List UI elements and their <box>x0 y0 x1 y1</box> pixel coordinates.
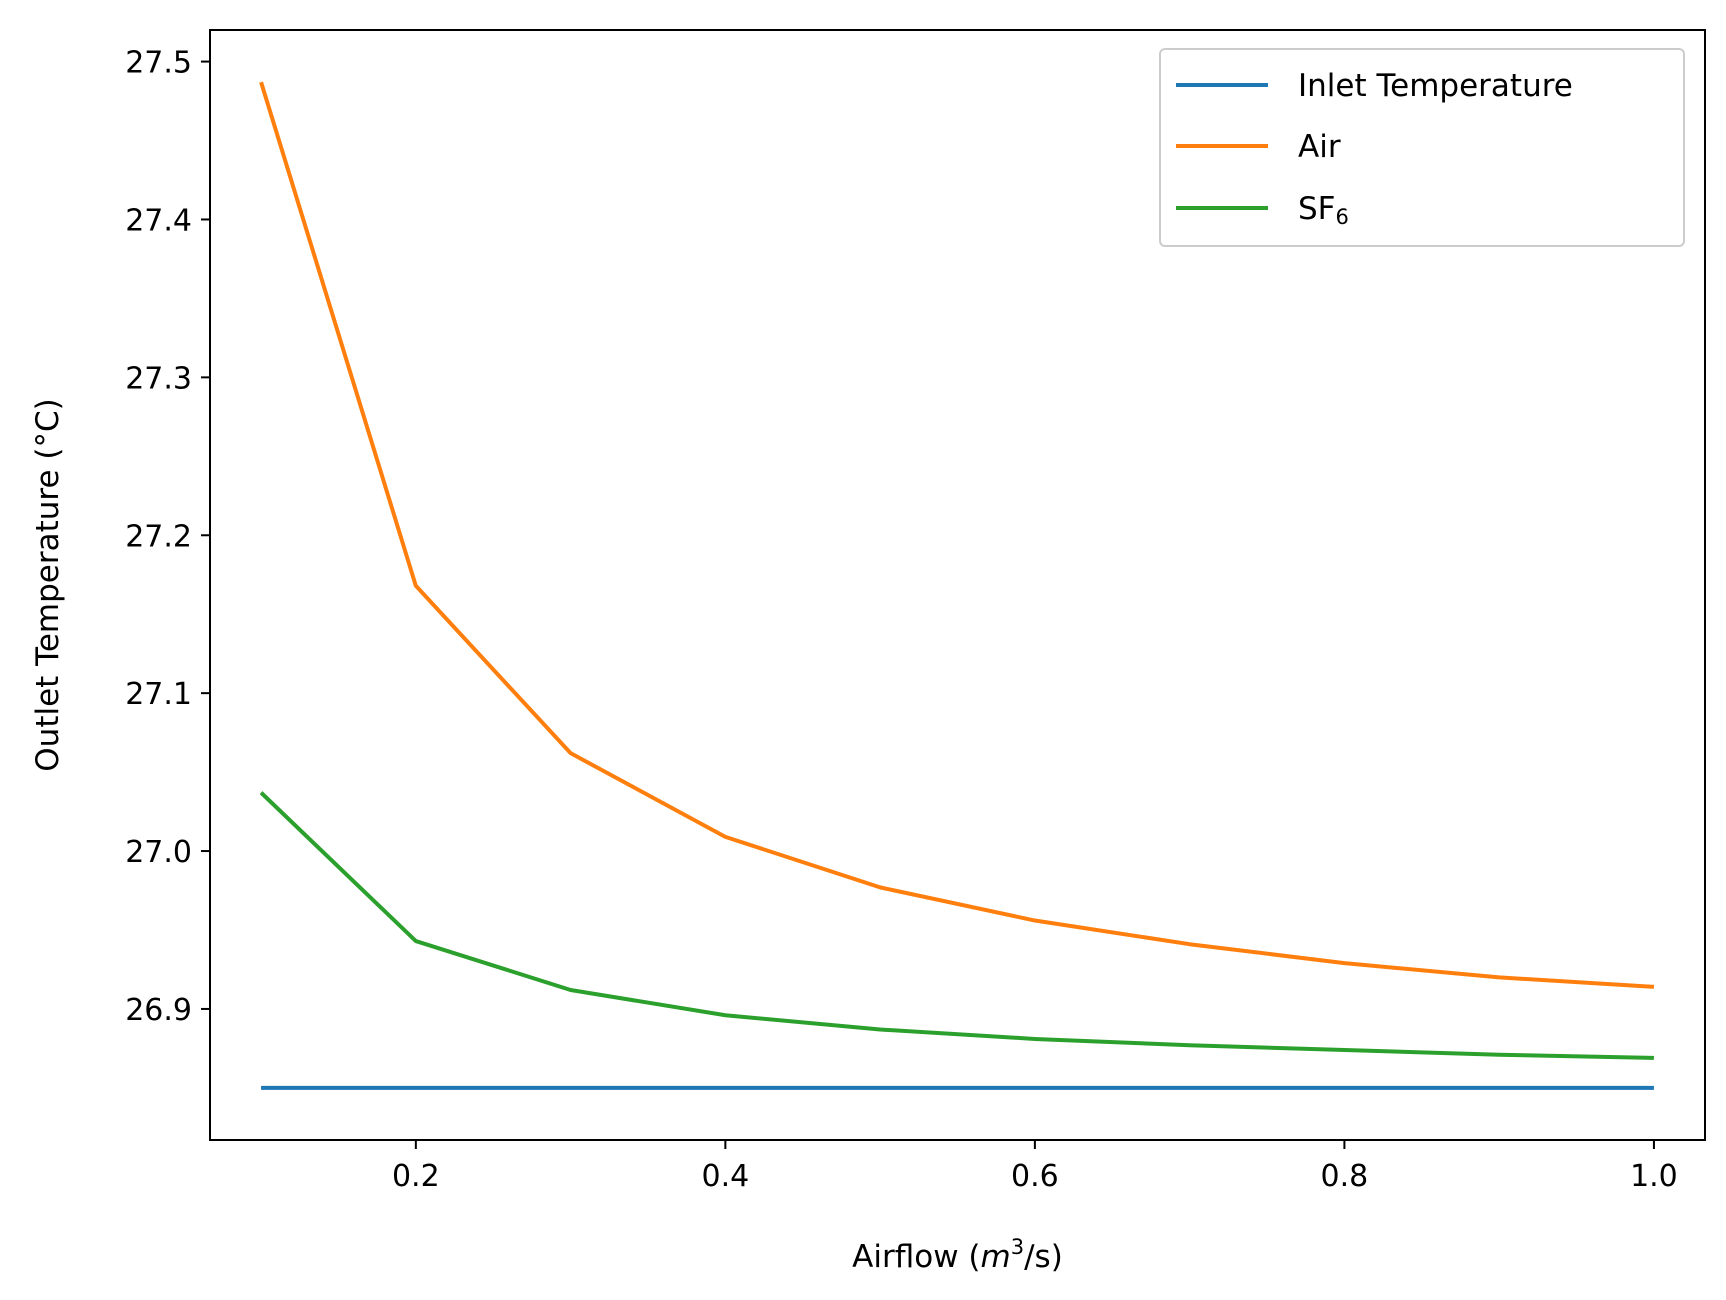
series-layer <box>259 81 1655 1090</box>
series-line-sf6 <box>259 791 1654 1060</box>
y-axis-label: Outlet Temperature (°C) <box>30 398 66 771</box>
plot-area-frame <box>209 29 1706 1141</box>
legend-label-inlet-temperature: Inlet Temperature <box>1298 68 1573 104</box>
legend-label-sf6-base: SF <box>1298 191 1336 227</box>
x-axis-ticks: 0.2 0.4 0.6 0.8 1.0 <box>392 1140 1678 1194</box>
y-tick-label: 27.0 <box>125 835 192 870</box>
x-axis-label-variable: m <box>981 1239 1011 1275</box>
y-tick-label: 27.4 <box>125 203 192 238</box>
legend-label-sf6: SF6 <box>1298 191 1349 229</box>
legend: Inlet Temperature Air SF6 <box>1159 48 1685 247</box>
y-tick-label: 27.5 <box>125 46 192 81</box>
y-tick-label: 26.9 <box>125 993 192 1028</box>
x-axis-label-prefix: Airflow ( <box>852 1239 980 1275</box>
x-tick-label: 0.8 <box>1321 1159 1369 1194</box>
x-axis-label: Airflow (m3/s) <box>852 1235 1063 1275</box>
legend-label-air: Air <box>1298 129 1341 165</box>
y-tick-label: 27.3 <box>125 361 192 396</box>
x-axis-label-exponent: 3 <box>1011 1235 1024 1259</box>
x-axis-label-suffix: /s) <box>1024 1239 1063 1275</box>
y-tick-label: 27.1 <box>125 677 192 712</box>
legend-box <box>1159 48 1685 247</box>
legend-label-sf6-subscript: 6 <box>1336 205 1349 229</box>
y-axis-ticks: 26.9 27.0 27.1 27.2 27.3 27.4 27.5 <box>125 46 210 1028</box>
x-tick-label: 0.4 <box>701 1159 749 1194</box>
series-line-air <box>259 81 1655 989</box>
x-tick-label: 0.6 <box>1011 1159 1059 1194</box>
x-tick-label: 0.2 <box>392 1159 440 1194</box>
x-tick-label: 1.0 <box>1630 1159 1678 1194</box>
y-tick-label: 27.2 <box>125 519 192 554</box>
